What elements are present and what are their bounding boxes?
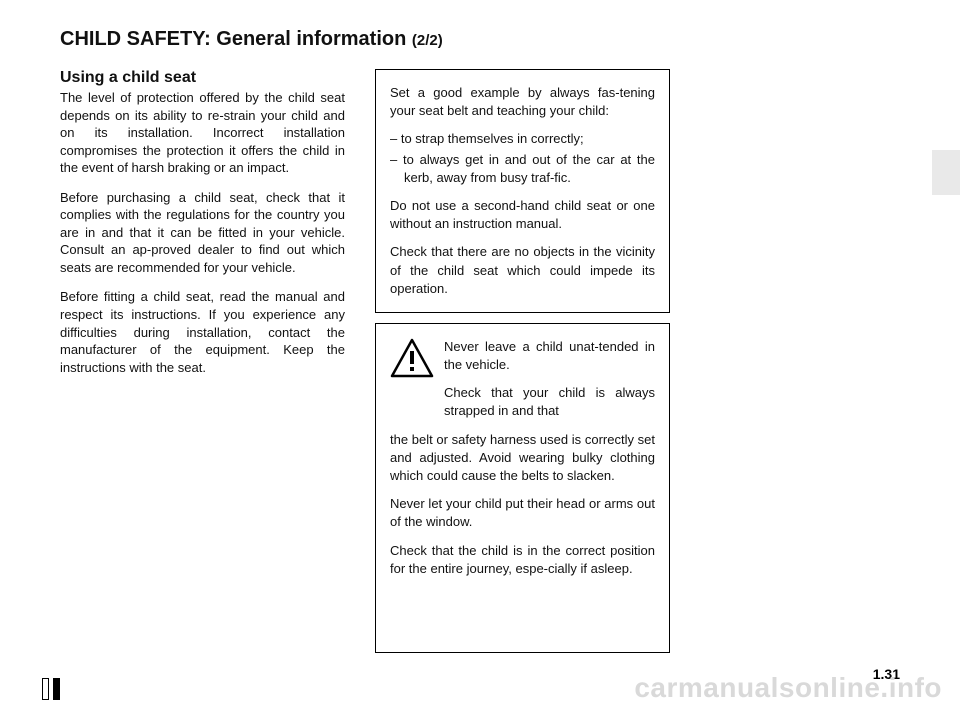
content-columns: Using a child seat The level of protecti… (60, 69, 900, 653)
manual-page: CHILD SAFETY: General information (2/2) … (0, 0, 960, 710)
warning-triangle-icon (390, 338, 434, 383)
section-tab (932, 150, 960, 195)
crop-mark-icon (42, 678, 49, 700)
bullet-list: to strap themselves in correctly; to alw… (390, 130, 655, 187)
info-box-1: Set a good example by always fas-tening … (375, 69, 670, 313)
list-item: to strap themselves in correctly; (390, 130, 655, 148)
crop-marks (42, 678, 60, 700)
left-column: Using a child seat The level of protecti… (60, 69, 345, 653)
title-sub: (2/2) (412, 32, 443, 49)
warning-text-block: Never leave a child unat-tended in the v… (444, 338, 655, 421)
paragraph: Before purchasing a child seat, check th… (60, 189, 345, 277)
crop-mark-icon (53, 678, 60, 700)
title-main: CHILD SAFETY: General information (60, 28, 412, 50)
box-intro: Set a good example by always fas-tening … (390, 84, 655, 120)
paragraph: Check that there are no objects in the v… (390, 243, 655, 298)
paragraph: Check that the child is in the correct p… (390, 542, 655, 578)
page-title: CHILD SAFETY: General information (2/2) (60, 28, 900, 51)
list-item: to always get in and out of the car at t… (390, 151, 655, 187)
right-column: Set a good example by always fas-tening … (375, 69, 670, 653)
paragraph: Before fitting a child seat, read the ma… (60, 288, 345, 376)
paragraph: Never leave a child unat-tended in the v… (444, 338, 655, 374)
paragraph: Do not use a second-hand child seat or o… (390, 197, 655, 233)
paragraph: the belt or safety harness used is corre… (390, 431, 655, 486)
watermark-text: carmanualsonline.info (634, 672, 942, 704)
warning-row: Never leave a child unat-tended in the v… (390, 338, 655, 421)
paragraph: Check that your child is always strapped… (444, 384, 655, 420)
warning-box: Never leave a child unat-tended in the v… (375, 323, 670, 653)
section-heading: Using a child seat (60, 69, 345, 87)
paragraph: Never let your child put their head or a… (390, 495, 655, 531)
paragraph: The level of protection offered by the c… (60, 89, 345, 177)
